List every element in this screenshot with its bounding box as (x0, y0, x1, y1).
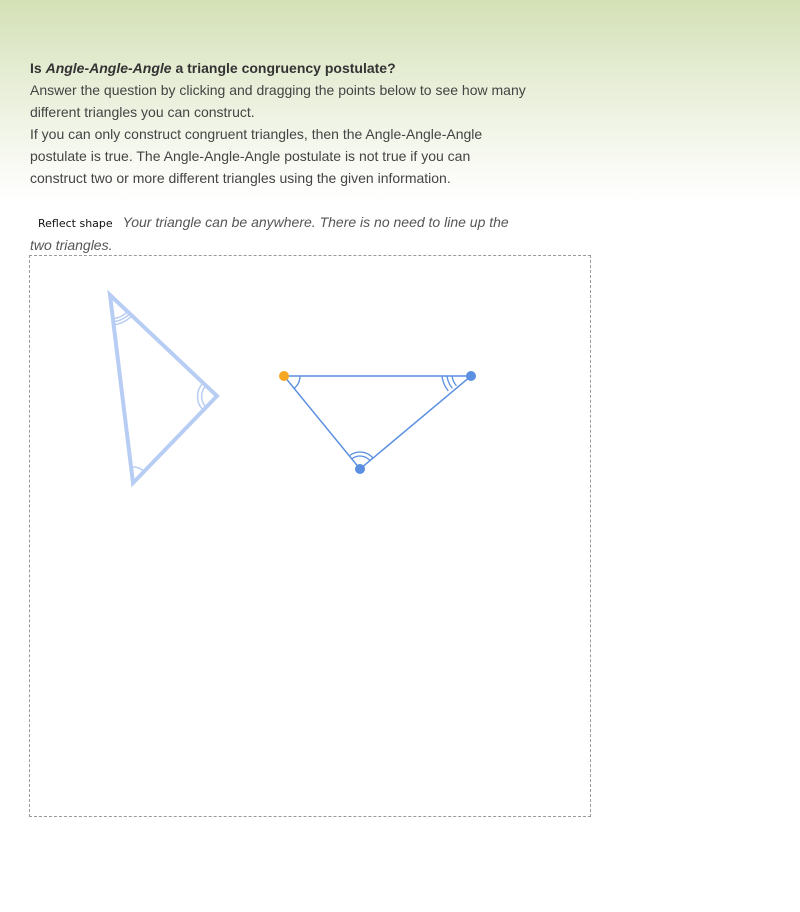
user-triangle (279, 371, 476, 474)
reference-angle-arc-top-2 (113, 313, 131, 323)
reference-triangle (107, 289, 220, 488)
instructions-panel: Is Angle-Angle-Angle a triangle congruen… (30, 57, 530, 189)
reference-angle-arc-right-1 (200, 385, 207, 408)
triangle-vertex-handle-left[interactable] (279, 371, 289, 381)
reference-triangle-outline (107, 289, 220, 488)
user-triangle-outline (282, 375, 474, 471)
instruction-paragraph-2: If you can only construct congruent tria… (30, 126, 483, 186)
triangle-vertex-handle-right[interactable] (466, 371, 476, 381)
user-angle-arc-bottom-1 (351, 455, 371, 462)
reference-angle-arc-bottom-1 (130, 466, 145, 473)
placement-hint: Your triangle can be anywhere. There is … (30, 214, 509, 253)
user-angle-arc-right-2 (446, 375, 453, 389)
instruction-paragraph-1: Answer the question by clicking and drag… (30, 82, 526, 120)
user-angle-arc-right-1 (451, 375, 457, 387)
question-prefix: Is (30, 60, 46, 76)
reflect-shape-button[interactable]: Reflect shape (30, 217, 119, 230)
reference-angle-arc-right-2 (196, 382, 204, 411)
triangle-vertex-handle-bottom[interactable] (355, 464, 365, 474)
controls-row: Reflect shape Your triangle can be anywhe… (30, 211, 530, 257)
question-emphasis: Angle-Angle-Angle (45, 60, 172, 76)
question-heading: Is Angle-Angle-Angle a triangle congruen… (30, 57, 530, 79)
question-suffix: a triangle congruency postulate? (171, 60, 396, 76)
user-angle-arc-right-3 (441, 375, 449, 392)
user-angle-arc-left-1 (293, 375, 301, 390)
construction-canvas[interactable] (29, 255, 591, 817)
user-angle-arc-bottom-2 (349, 451, 374, 459)
construction-svg (107, 289, 476, 488)
reference-angle-arc-top-1 (113, 310, 129, 320)
reference-angle-arc-top-3 (113, 315, 133, 326)
